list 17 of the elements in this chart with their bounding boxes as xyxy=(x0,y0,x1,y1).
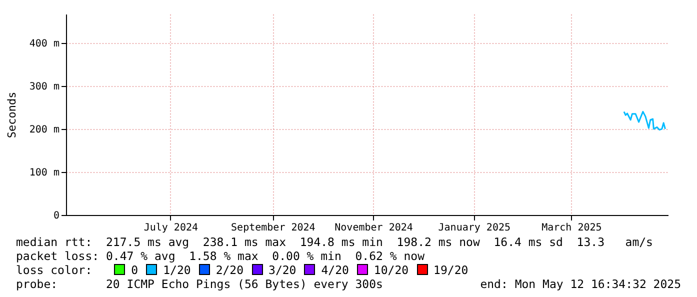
y-tick-label: 100 m xyxy=(29,167,60,178)
x-tick-label: July 2024 xyxy=(144,222,198,234)
y-axis-title: Seconds xyxy=(5,92,18,138)
y-tick-label: 0 xyxy=(53,210,60,222)
y-tick-label: 200 m xyxy=(29,124,60,136)
y-tick-label: 400 m xyxy=(29,38,60,50)
x-tick-label: January 2025 xyxy=(438,222,511,234)
x-tick-label: November 2024 xyxy=(334,222,413,234)
x-tick-label: September 2024 xyxy=(231,222,316,234)
y-tick-label: 300 m xyxy=(29,81,60,92)
text: end: Mon May 12 16:34:32 2025 xyxy=(480,277,681,291)
x-tick-label: March 2025 xyxy=(542,222,602,234)
text: loss color: 0 1/20 2/20 3/20 4/20 10/20 19/20 xyxy=(16,263,468,277)
line-series xyxy=(623,110,666,131)
text: packet loss: 0.47 % avg 1.58 % max 0.00 % min 0.62 % now xyxy=(16,249,426,263)
text: median rtt: 217.5 ms avg 238.1 ms max 194.8 ms min 198.2 ms now 16.4 ms sd 13.3 am/s xyxy=(16,235,654,249)
text: probe: 20 ICMP Echo Pings (56 Bytes) every 300s xyxy=(16,277,383,291)
